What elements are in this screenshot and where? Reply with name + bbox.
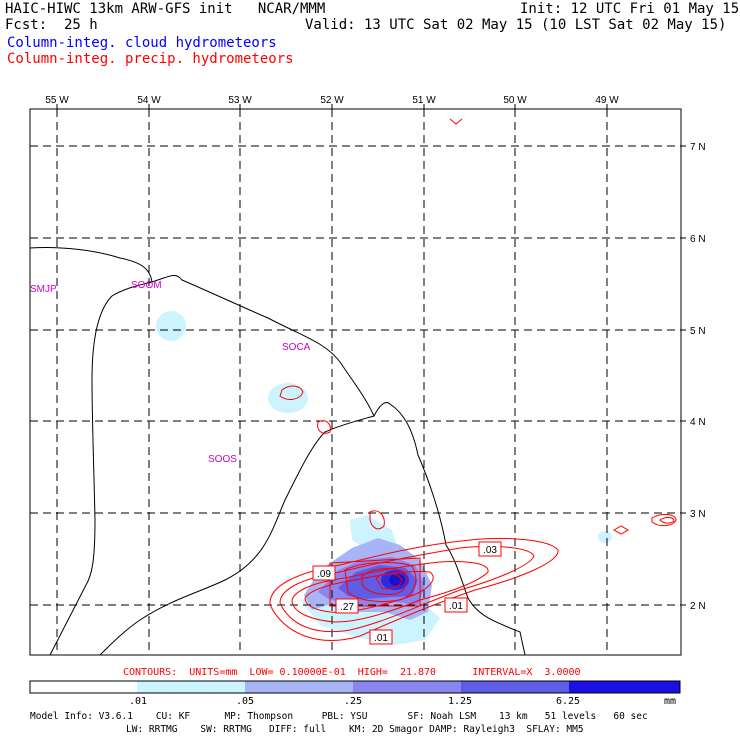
station-soca: SOCA xyxy=(282,342,311,353)
map-title: HAIC-HIWC 13km ARW-GFS init NCAR/MMM xyxy=(5,1,326,17)
scale-unit: mm xyxy=(664,696,677,707)
scale-tick: .05 xyxy=(236,696,255,707)
latlon-grid xyxy=(30,109,681,655)
lat-ticks xyxy=(681,145,686,606)
legend-precip: Column-integ. precip. hydrometeors xyxy=(7,51,294,67)
model-info-line2: LW: RRTMG SW: RRTMG DIFF: full KM: 2D Sm… xyxy=(126,724,584,735)
lon-labels: 55 W 54 W 53 W 52 W 51 W 50 W 49 W xyxy=(45,95,619,106)
contour-label: .09 xyxy=(317,569,331,580)
lat-label: 5 N xyxy=(690,326,706,337)
init-time: Init: 12 UTC Fri 01 May 15 xyxy=(520,1,740,17)
lon-label: 55 W xyxy=(45,95,69,106)
station-soos: SOOS xyxy=(208,454,237,465)
valid-time: Valid: 13 UTC Sat 02 May 15 (10 LST Sat … xyxy=(305,17,727,33)
lon-label: 52 W xyxy=(320,95,344,106)
contour-label: .01 xyxy=(374,633,388,644)
lat-label: 2 N xyxy=(690,601,706,612)
lon-label: 49 W xyxy=(595,95,619,106)
model-info-line1: Model Info: V3.6.1 CU: KF MP: Thompson P… xyxy=(30,711,648,722)
scale-tick: 6.25 xyxy=(556,696,581,707)
lat-label: 3 N xyxy=(690,509,706,520)
precip-contours xyxy=(269,118,677,641)
lat-label: 4 N xyxy=(690,417,706,428)
lon-label: 54 W xyxy=(137,95,161,106)
station-soom: SOOM xyxy=(131,280,162,291)
lon-label: 53 W xyxy=(228,95,252,106)
contour-label: .01 xyxy=(449,601,463,612)
lon-label: 50 W xyxy=(503,95,527,106)
forecast-hour: 25 h xyxy=(64,17,98,33)
color-scale xyxy=(29,680,681,694)
forecast-label: Fcst: xyxy=(5,17,48,33)
map-frame xyxy=(29,108,682,656)
scale-tick: 1.25 xyxy=(448,696,473,707)
lat-label: 6 N xyxy=(690,234,706,245)
contour-label: .27 xyxy=(340,602,354,613)
scale-tick: .25 xyxy=(344,696,363,707)
legend-cloud: Column-integ. cloud hydrometeors xyxy=(7,35,277,51)
lat-label: 7 N xyxy=(690,142,706,153)
scale-tick: .01 xyxy=(129,696,148,707)
station-smjp: SMJP xyxy=(30,284,57,295)
contour-labels: .03 .09 .27 .01 .01 xyxy=(312,541,502,645)
station-labels: SMJP SOOM SOCA SOOS xyxy=(30,280,311,465)
lon-label: 51 W xyxy=(412,95,436,106)
contours-info: CONTOURS: UNITS=mm LOW= 0.10000E-01 HIGH… xyxy=(123,667,581,678)
lat-labels: 7 N 6 N 5 N 4 N 3 N 2 N xyxy=(690,142,706,612)
lon-ticks xyxy=(56,104,608,109)
contour-label: .03 xyxy=(483,545,497,556)
